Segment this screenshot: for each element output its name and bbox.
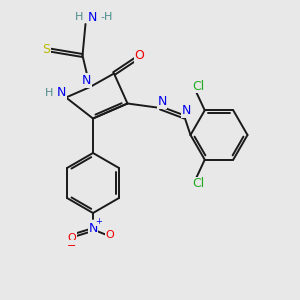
Text: +: + (95, 217, 101, 226)
Text: -H: -H (101, 12, 113, 22)
Text: Cl: Cl (193, 177, 205, 190)
Text: H: H (75, 12, 83, 22)
Text: N: N (57, 86, 66, 100)
Text: N: N (88, 221, 98, 235)
Text: Cl: Cl (193, 80, 205, 93)
Text: S: S (43, 43, 50, 56)
Text: O: O (105, 230, 114, 241)
Text: H: H (45, 88, 54, 98)
Text: N: N (181, 104, 191, 117)
Text: N: N (87, 11, 97, 24)
Text: O: O (68, 233, 76, 243)
Text: N: N (82, 74, 91, 87)
Text: O: O (135, 49, 144, 62)
Text: N: N (157, 95, 167, 108)
Text: −: − (67, 241, 77, 251)
